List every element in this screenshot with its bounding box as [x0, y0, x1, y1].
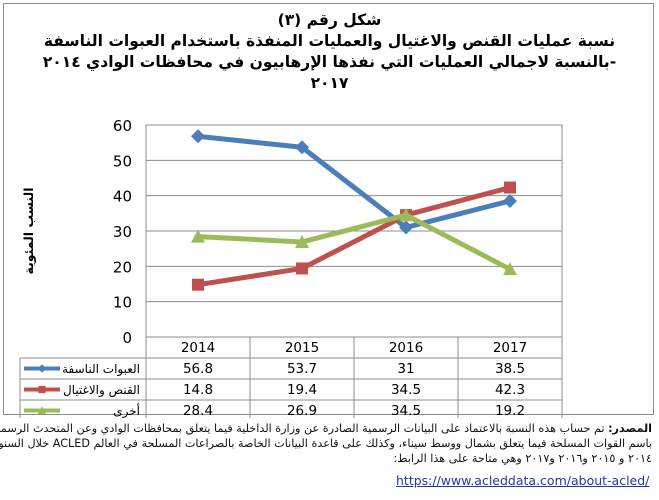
data-point-marker [503, 193, 517, 208]
data-point-marker [295, 234, 309, 248]
data-point-marker [399, 208, 413, 222]
data-table-value: 42.3 [495, 382, 525, 398]
legend-label: القنص والاغتيال [63, 383, 140, 398]
legend-label: أخرى [113, 403, 140, 418]
source-note: المصدر: تم حساب هذه النسبة بالاعتماد على… [0, 421, 652, 466]
y-tick-label: 30 [113, 223, 132, 241]
data-point-marker [504, 181, 516, 194]
legend-key-marker [38, 385, 46, 394]
legend-key-marker [37, 406, 47, 415]
line-chart: 0 10 20 30 40 50 60 النسب المئوية 2014 2015 2016 20… [19, 117, 563, 418]
source-text-line-2: باسم القوات المسلحة فيما يتعلق بشمال ووس… [0, 437, 652, 450]
source-label: المصدر: [608, 422, 652, 435]
data-table-value: 34.5 [391, 403, 421, 418]
chart-title-line-1: شكل رقم (٣) [277, 11, 382, 29]
series-line-1 [195, 133, 513, 230]
data-table-value: 31 [397, 361, 414, 377]
legend-label: العبوات الناسفة [62, 362, 140, 377]
data-table-value: 19.4 [287, 382, 317, 398]
legend-key-marker [37, 364, 47, 373]
data-point-marker [399, 220, 413, 235]
x-category-label: 2017 [493, 340, 527, 356]
y-tick-label: 60 [113, 117, 132, 135]
data-table-value: 19.2 [495, 403, 525, 418]
data-point-marker [191, 129, 205, 144]
chart-title-line-2: نسبة عمليات القنص والاغتيال والعمليات ال… [43, 32, 616, 50]
data-table-value: 28.4 [183, 403, 213, 418]
data-point-marker [295, 140, 309, 155]
series-line-3 [195, 212, 513, 272]
data-table-value: 38.5 [495, 361, 525, 377]
source-text-line-1: تم حساب هذه النسبة بالاعتماد على البيانا… [0, 422, 605, 435]
y-tick-label: 50 [113, 152, 132, 170]
chart-title-line-4: ٢٠١٧ [310, 74, 349, 92]
data-point-marker [192, 278, 204, 291]
y-axis-title: النسب المئوية [21, 188, 36, 275]
data-table-value: 34.5 [391, 382, 421, 398]
chart-title-line-3: بالنسبة لاجمالي العمليات التي نفذها الإر… [42, 53, 617, 71]
x-category-label: 2015 [285, 340, 319, 356]
data-point-marker [503, 262, 517, 276]
data-point-marker [296, 262, 308, 275]
y-tick-label: 0 [122, 329, 132, 347]
y-tick-label: 20 [113, 258, 132, 276]
data-point-marker [191, 229, 205, 243]
data-table-value: 26.9 [287, 403, 317, 418]
data-table-value: 56.8 [183, 361, 213, 377]
series-line-2 [195, 185, 513, 288]
chart-frame [3, 3, 654, 415]
y-tick-label: 40 [113, 188, 132, 206]
x-category-label: 2016 [389, 340, 423, 356]
source-link[interactable]: https://www.acleddata.com/about-acled/ [396, 473, 650, 488]
data-table-value: 14.8 [183, 382, 213, 398]
x-category-label: 2014 [181, 340, 215, 356]
data-table-value: 53.7 [287, 361, 317, 377]
y-tick-label: 10 [113, 294, 132, 312]
source-text-line-3: ٢٠١٤ و ٢٠١٥ و٢٠١٦ و٢٠١٧ وهي متاحة على هذ… [393, 452, 652, 465]
